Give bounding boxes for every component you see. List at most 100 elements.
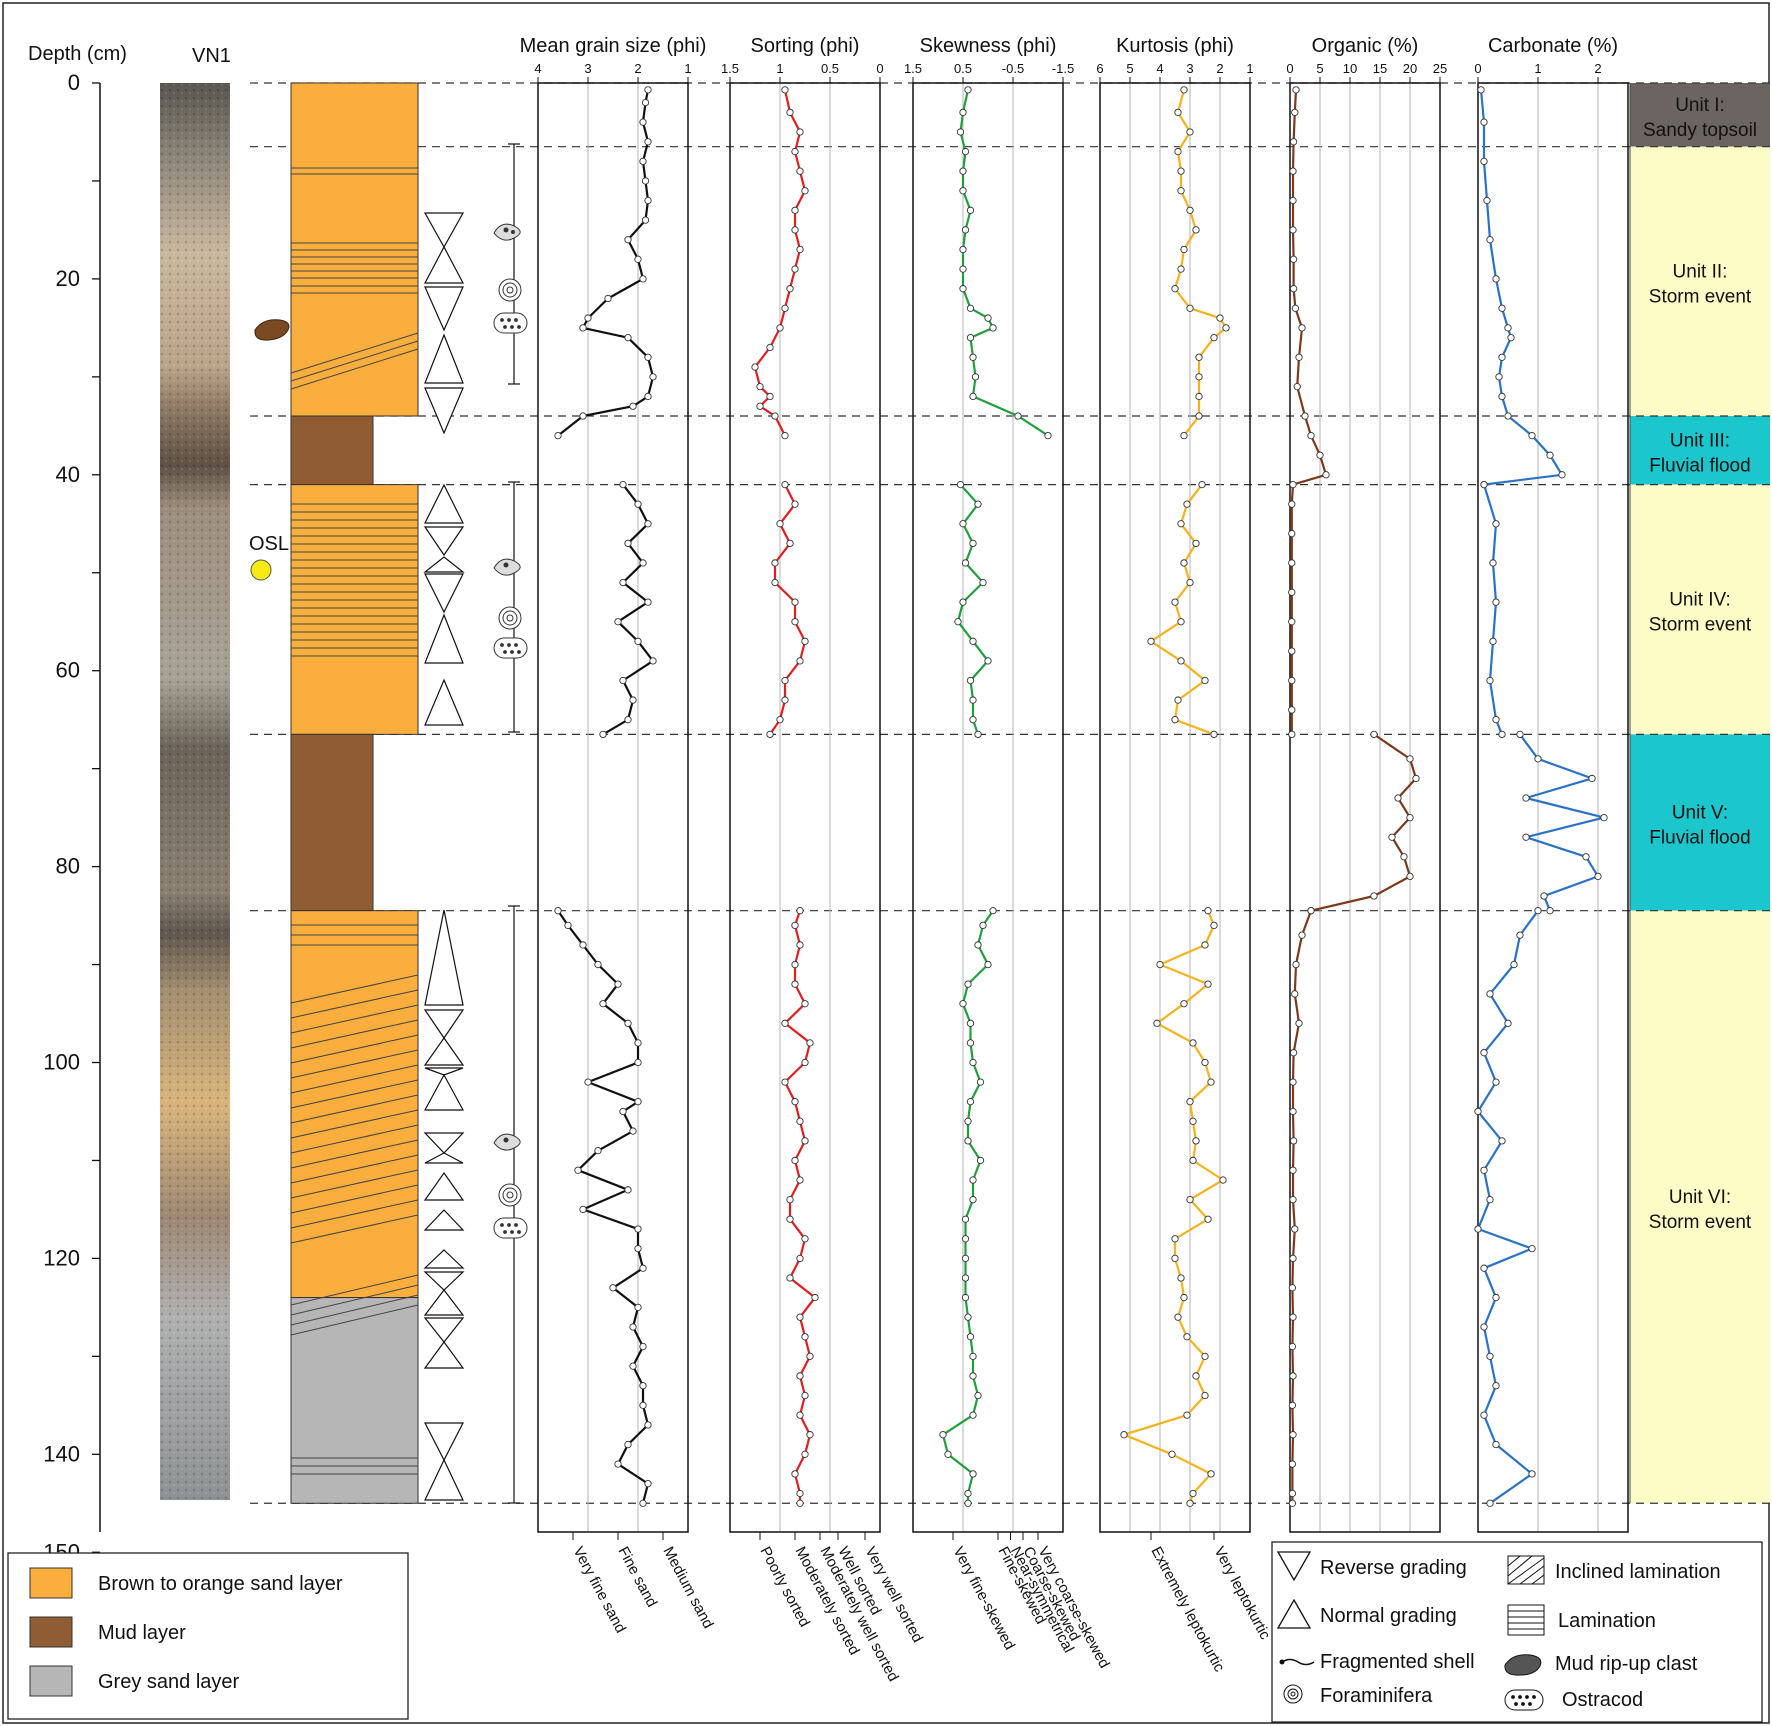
- chart-data-point: [961, 147, 970, 156]
- legend-mud-rip-up-clast: Mud rip-up clast: [1555, 1653, 1698, 1675]
- chart-data-point: [796, 128, 804, 136]
- chart-data-point: [1201, 1058, 1209, 1067]
- chart-data-point: [639, 157, 647, 166]
- grading-symbols: [423, 212, 465, 1501]
- chart-data-point: [1177, 657, 1185, 665]
- chart-class-label: Medium sand: [659, 1544, 716, 1631]
- chart-data-point: [1014, 412, 1022, 420]
- chart-data-point: [1171, 1235, 1179, 1243]
- chart-data-point: [1406, 813, 1414, 822]
- chart-data-point: [771, 559, 779, 567]
- chart-data-point: [1210, 730, 1218, 739]
- chart-data-point: [781, 480, 789, 489]
- chart-data-point: [1480, 118, 1488, 126]
- chart-tick-label: 15: [1373, 61, 1387, 76]
- chart-data-point: [629, 1362, 637, 1370]
- chart-data-point: [1171, 1254, 1179, 1263]
- chart-data-point: [1186, 1195, 1194, 1204]
- chart-data-point: [1288, 730, 1296, 739]
- ostracod-icon: [493, 637, 528, 659]
- chart-data-point: [614, 1460, 622, 1468]
- chart-data-point: [644, 353, 652, 361]
- chart-data-point: [1289, 196, 1297, 205]
- chart-data-point: [1288, 1499, 1297, 1507]
- chart-data-point: [1195, 373, 1203, 381]
- chart-data-point: [1546, 907, 1554, 915]
- chart-data-point: [1540, 892, 1548, 900]
- chart-data-point: [1486, 1195, 1494, 1204]
- chart-data-point: [1483, 196, 1491, 205]
- chart-data-point: [584, 1078, 592, 1086]
- chart-data-point: [1322, 471, 1330, 479]
- chart-data-point: [634, 1244, 642, 1253]
- chart-data-point: [1582, 853, 1590, 861]
- lithology-legend-box: [7, 1552, 409, 1720]
- chart-data-point: [1198, 480, 1206, 489]
- unit-desc-2: Storm event: [1649, 286, 1752, 307]
- chart-data-point: [1516, 730, 1524, 739]
- chart-data-point: [791, 980, 799, 988]
- chart-data-point: [786, 285, 794, 293]
- fragmented-shell-icon: [493, 223, 521, 241]
- chart-data-point: [619, 676, 627, 685]
- lamination-lines: [290, 167, 419, 1475]
- chart-tick-label: 1: [1534, 61, 1541, 76]
- chart-data-point: [1301, 412, 1309, 420]
- chart-6: 0 1 2 Carbonate (%): [1474, 35, 1629, 1533]
- chart-data-point: [594, 1147, 602, 1155]
- chart-data-point: [1210, 921, 1218, 930]
- chart-tick-label: 2: [1594, 61, 1601, 76]
- chart-data-point: [1492, 598, 1500, 606]
- chart-data-point: [1183, 1333, 1191, 1341]
- chart-data-point: [1298, 931, 1306, 939]
- chart-data-point: [1177, 618, 1185, 626]
- chart-data-point: [619, 1107, 627, 1116]
- chart-data-point: [966, 206, 975, 214]
- chart-data-point: [1288, 588, 1296, 596]
- chart-class-label: Extremely leptokurtic: [1147, 1544, 1228, 1675]
- chart-data-point: [944, 1450, 952, 1458]
- fragmented-shell-icon: [1281, 1658, 1315, 1666]
- chart-data-point: [1480, 1323, 1488, 1331]
- lithology-grey-layer: [290, 1297, 419, 1504]
- chart-data-point: [614, 980, 622, 988]
- chart-data-point: [1477, 86, 1485, 94]
- chart-data-point: [1289, 1431, 1297, 1439]
- chart-data-point: [964, 1499, 972, 1507]
- osl-sample-marker: [250, 559, 272, 581]
- chart-data-point: [1171, 285, 1179, 293]
- unit-name-1: Unit I:: [1675, 95, 1725, 116]
- depth-tick-label: 80: [56, 854, 80, 879]
- chart-tick-label: 1: [776, 61, 783, 76]
- chart-data-point: [1295, 353, 1303, 361]
- chart-data-point: [634, 1039, 642, 1047]
- chart-data-point: [1292, 960, 1300, 969]
- chart-data-point: [644, 86, 652, 94]
- chart-data-point: [1201, 1352, 1209, 1361]
- chart-data-point: [1201, 1391, 1209, 1400]
- chart-data-point: [961, 1293, 970, 1302]
- chart-data-point: [594, 960, 602, 969]
- chart-data-point: [1480, 1166, 1488, 1174]
- chart-data-point: [1192, 226, 1200, 234]
- chart-data-point: [1174, 696, 1182, 704]
- chart-data-point: [1480, 1049, 1488, 1057]
- chart-data-point: [1492, 716, 1500, 724]
- chart-series-line: [941, 910, 994, 1504]
- chart-data-point: [791, 598, 799, 606]
- chart-tick-label: 1: [684, 61, 691, 76]
- chart-tick-label: 20: [1403, 61, 1417, 76]
- chart-data-point: [1177, 265, 1185, 273]
- chart-frame: [729, 82, 881, 1533]
- chart-data-point: [629, 1323, 637, 1331]
- chart-data-point: [1486, 236, 1494, 244]
- chart-data-point: [966, 304, 975, 312]
- chart-data-point: [564, 921, 572, 930]
- chart-data-point: [801, 1235, 809, 1243]
- chart-tick-label: 2: [1216, 61, 1223, 76]
- chart-data-point: [1180, 86, 1188, 94]
- chart-data-point: [961, 1274, 970, 1282]
- chart-data-point: [969, 353, 977, 361]
